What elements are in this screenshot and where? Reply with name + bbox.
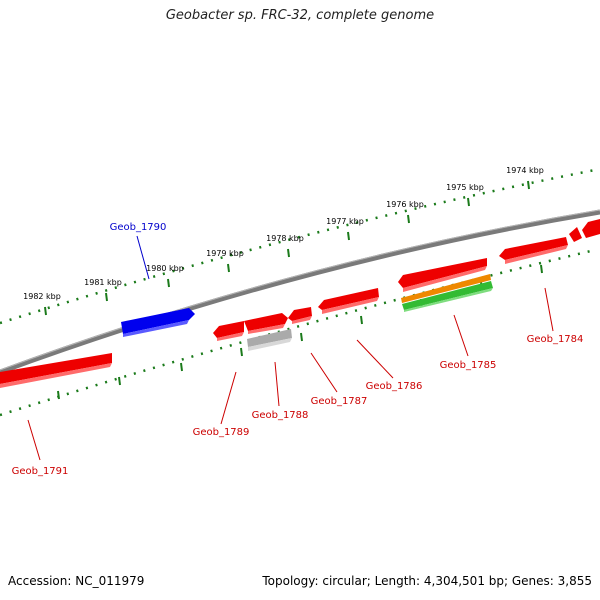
gene-geob-1784-shade	[505, 245, 568, 264]
tick-label: 1974 kbp	[506, 166, 544, 175]
outer-major-tick	[167, 278, 170, 288]
label-geob-1784[interactable]: Geob_1784	[527, 334, 584, 345]
gene-geob-1786[interactable]	[318, 288, 379, 310]
outer-major-tick	[105, 292, 108, 302]
inner-tick-ring	[0, 248, 596, 417]
tick-labels: 1974 kbp 1975 kbp 1976 kbp 1977 kbp 1978 kbp…	[23, 166, 544, 301]
tick-label: 1975 kbp	[446, 183, 484, 192]
gene-geob-1785-green[interactable]	[402, 281, 493, 310]
gene-fragment-a[interactable]	[569, 227, 582, 242]
gene-geob-1788-gray-shade	[248, 338, 292, 351]
leader-geob-1785	[453, 314, 469, 357]
label-geob-1790[interactable]: Geob_1790	[110, 222, 167, 233]
gene-geob-1785-orange[interactable]	[401, 274, 491, 303]
label-geob-1789[interactable]: Geob_1789	[193, 427, 250, 438]
outer-major-tick	[44, 306, 47, 316]
tick-label: 1980 kbp	[146, 264, 184, 273]
major-ticks	[44, 180, 543, 400]
outer-major-tick	[467, 197, 470, 207]
gene-geob-1790[interactable]	[121, 308, 195, 334]
outer-major-tick	[407, 214, 410, 224]
leader-geob-1786	[356, 339, 394, 379]
tick-label: 1979 kbp	[206, 249, 244, 258]
gene-geob-1791[interactable]	[0, 353, 112, 384]
gene-features	[0, 219, 600, 388]
tick-label: 1978 kbp	[266, 234, 304, 243]
inner-major-tick	[300, 332, 303, 342]
gene-geob-1784[interactable]	[499, 237, 568, 260]
label-geob-1788[interactable]: Geob_1788	[252, 410, 309, 421]
label-geob-1786[interactable]: Geob_1786	[366, 381, 423, 392]
gene-geob-1785-green-shade	[404, 288, 493, 312]
genome-backbone-highlight	[0, 209, 600, 371]
outer-major-tick	[227, 263, 230, 273]
gene-geob-1786-shade	[322, 297, 379, 314]
gene-geob-1788-shade	[248, 324, 285, 334]
tick-label: 1977 kbp	[326, 217, 364, 226]
inner-major-tick	[540, 264, 543, 274]
leader-geob-1784	[544, 287, 554, 332]
leader-geob-1789	[220, 371, 237, 425]
gene-geob-1790-shade	[123, 320, 189, 337]
gene-geob-1788-gray[interactable]	[247, 329, 292, 347]
genome-backbone	[0, 209, 600, 375]
gene-labels: Geob_1790 Geob_1791 Geob_1789 Geob_1788 …	[12, 222, 584, 477]
leader-geob-1787	[310, 352, 338, 393]
accession-text: Accession: NC_011979	[8, 574, 145, 588]
gene-fragment-b[interactable]	[582, 219, 600, 238]
outer-major-tick	[527, 180, 530, 190]
inner-major-tick	[240, 347, 243, 357]
label-geob-1787[interactable]: Geob_1787	[311, 396, 368, 407]
tick-label: 1976 kbp	[386, 200, 424, 209]
inner-major-tick	[360, 315, 363, 325]
leader-geob-1790	[136, 235, 150, 280]
gene-geob-1787-shade	[292, 316, 312, 324]
label-geob-1785[interactable]: Geob_1785	[440, 360, 497, 371]
gene-geob-1789[interactable]	[213, 321, 244, 338]
leader-geob-1788	[274, 361, 280, 407]
outer-major-tick	[287, 248, 290, 258]
gene-geob-1785[interactable]	[398, 258, 487, 288]
inner-major-tick	[118, 376, 121, 386]
map-title: Geobacter sp. FRC-32, complete genome	[165, 8, 435, 23]
outer-major-tick	[347, 231, 350, 241]
topology-summary: Topology: circular; Length: 4,304,501 bp…	[262, 574, 592, 588]
tick-label: 1981 kbp	[84, 278, 122, 287]
tick-label: 1982 kbp	[23, 292, 61, 301]
leader-geob-1791	[27, 419, 41, 461]
label-geob-1791[interactable]: Geob_1791	[12, 466, 69, 477]
inner-major-tick	[180, 362, 183, 372]
gene-geob-1788[interactable]	[244, 313, 288, 331]
leader-lines	[27, 235, 554, 461]
inner-major-tick	[57, 390, 60, 400]
outer-tick-ring	[0, 168, 596, 325]
gene-geob-1789-shade	[217, 332, 244, 341]
gene-geob-1791-shade	[0, 363, 112, 388]
gene-geob-1785-shade	[403, 266, 487, 292]
